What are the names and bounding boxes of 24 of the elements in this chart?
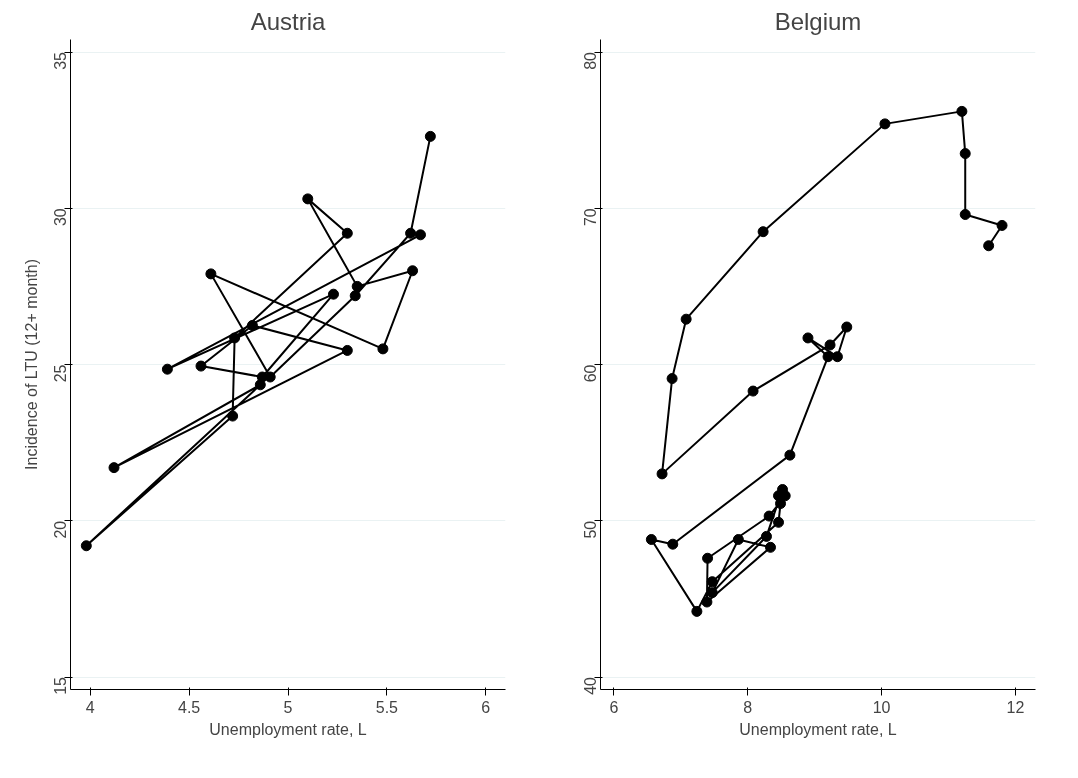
x-axis-title: Unemployment rate, L (739, 720, 897, 738)
x-tick-label: 8 (743, 698, 753, 716)
y-tick-label: 30 (51, 208, 69, 227)
y-tick-label: 50 (581, 520, 599, 539)
chart-title: Belgium (774, 7, 862, 35)
x-tick-label: 10 (872, 698, 891, 716)
x-tick-label: 4 (85, 698, 95, 716)
y-axis-title: Incidence of LTU (12+ month) (22, 259, 40, 470)
y-tick-label: 60 (581, 364, 599, 383)
y-tick-label: 20 (51, 520, 69, 539)
x-tick-label: 6 (609, 698, 619, 716)
x-tick-label: 5.5 (375, 698, 399, 716)
x-axis-title: Unemployment rate, L (209, 720, 367, 738)
y-tick-label: 40 (581, 676, 599, 695)
chart-title: Austria (250, 7, 326, 35)
y-tick-label: 15 (51, 676, 69, 695)
x-tick-label: 4.5 (178, 698, 201, 716)
y-tick-label: 80 (581, 51, 599, 70)
y-tick-label: 70 (581, 208, 599, 227)
x-tick-label: 5 (283, 698, 293, 716)
y-tick-label: 25 (51, 364, 69, 383)
x-tick-label: 6 (481, 698, 491, 716)
y-tick-label: 35 (51, 51, 69, 70)
x-tick-label: 12 (1006, 698, 1025, 716)
